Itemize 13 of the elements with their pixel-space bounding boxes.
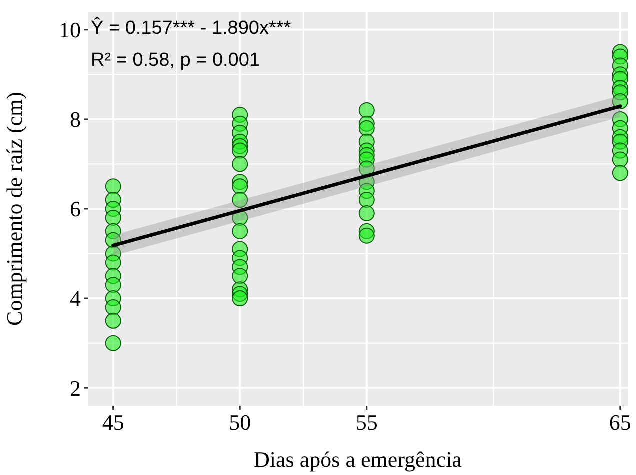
x-tick-label: 45 xyxy=(102,410,124,435)
y-tick-label: 6 xyxy=(70,196,81,222)
x-tick-label: 50 xyxy=(229,410,252,435)
y-tick-label: 2 xyxy=(70,376,81,401)
x-tick-label: 55 xyxy=(356,410,378,435)
x-tick-label: 65 xyxy=(609,410,632,435)
y-axis-title: Comprimento de raíz (cm) xyxy=(2,92,27,326)
y-tick-label: 4 xyxy=(70,286,81,312)
y-tick-label: 10 xyxy=(59,18,81,43)
x-axis-title: Dias após a emergência xyxy=(254,447,462,472)
annotation: Ŷ = 0.157*** - 1.890x*** xyxy=(91,17,292,39)
annotation: R² = 0.58, p = 0.001 xyxy=(91,50,260,71)
y-tick-label: 8 xyxy=(70,107,81,132)
